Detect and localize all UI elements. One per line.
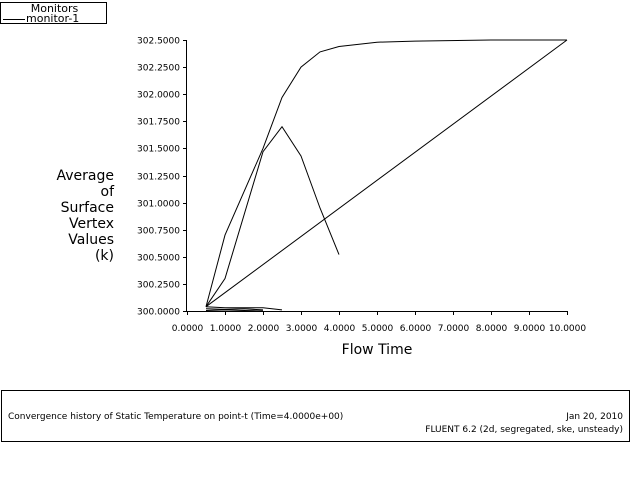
x-tick-label: 4.0000 — [324, 324, 356, 334]
x-tick-label: 3.0000 — [286, 324, 318, 334]
series-line-segment — [205, 308, 264, 311]
footer-version: FLUENT 6.2 (2d, segregated, ske, unstead… — [425, 425, 623, 435]
series-line-segment — [205, 125, 340, 307]
series-line-segment — [205, 39, 568, 308]
legend-title: Monitors — [30, 2, 79, 15]
y-tick-label: 302.0000 — [137, 91, 180, 101]
y-axis-label: Average of Surface Vertex Values (k) — [56, 168, 115, 264]
legend-box: Monitors monitor-1 — [0, 2, 107, 25]
y-tick-label: 302.5000 — [137, 37, 180, 47]
axes: 300.0000 300.2500 300.5000 300.7500 301.0000… — [137, 37, 586, 335]
footer-date: Jan 20, 2010 — [566, 412, 623, 422]
series-monitor-1 — [205, 39, 568, 312]
x-tick-label: 1.0000 — [210, 324, 242, 334]
y-tick-label: 301.2500 — [137, 173, 180, 183]
x-tick-label: 8.0000 — [476, 324, 508, 334]
x-tick-label: 0.0000 — [172, 324, 204, 334]
x-tick-label: 10.0000 — [549, 324, 586, 334]
y-tick-label: 301.7500 — [137, 118, 180, 128]
y-tick-label: 300.2500 — [137, 281, 180, 291]
info-footer: Convergence history of Static Temperatur… — [1, 390, 630, 442]
x-tick-label: 6.0000 — [400, 324, 432, 334]
series-line-segment — [205, 309, 264, 312]
legend-line-sample — [3, 19, 25, 20]
y-tick-label: 300.5000 — [137, 254, 180, 264]
series-line-segment — [205, 39, 567, 307]
y-tick-label: 300.0000 — [137, 308, 180, 318]
y-tick-label: 301.0000 — [137, 200, 180, 210]
y-tick-label: 301.5000 — [137, 145, 180, 155]
series-line-segment — [205, 306, 283, 311]
x-tick-label: 2.0000 — [248, 324, 280, 334]
footer-description: Convergence history of Static Temperatur… — [8, 412, 344, 422]
x-tick-label: 9.0000 — [514, 324, 546, 334]
x-tick-label: 5.0000 — [362, 324, 394, 334]
x-tick-label: 7.0000 — [438, 324, 470, 334]
legend-series-label: monitor-1 — [26, 12, 80, 25]
y-tick-label: 302.2500 — [137, 64, 180, 74]
y-tick-label: 300.7500 — [137, 227, 180, 237]
x-axis-label: Flow Time — [341, 342, 413, 358]
